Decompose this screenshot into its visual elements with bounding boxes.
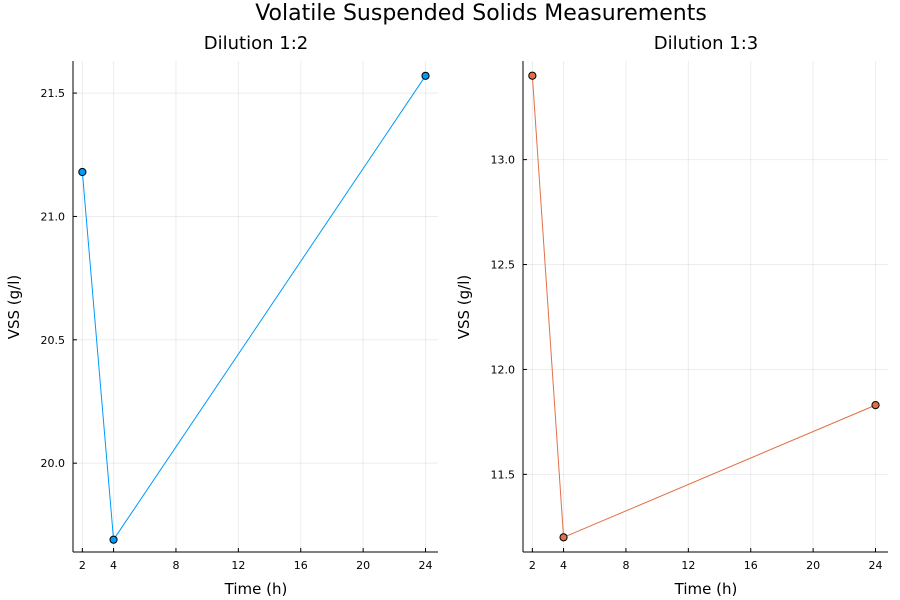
x-axis-label-right: Time (h): [674, 580, 738, 598]
data-point-right-2: [871, 401, 880, 410]
chart-title-right: Dilution 1:3: [654, 33, 758, 54]
x-tick-label-left-6: 24: [419, 559, 433, 572]
x-tick-label-right-6: 24: [869, 559, 883, 572]
axes-right: [522, 61, 888, 553]
x-tick-label-left-1: 4: [110, 559, 117, 572]
y-tick-label-right-2: 12.5: [491, 259, 516, 272]
series-left: [78, 71, 430, 544]
x-axis-label-left: Time (h): [224, 580, 288, 598]
y-tick-label-right-0: 11.5: [491, 468, 516, 481]
x-tick-label-right-1: 4: [560, 559, 567, 572]
y-tick-label-right-1: 12.0: [491, 363, 516, 376]
data-point-right-0: [528, 71, 537, 80]
x-tick-label-right-0: 2: [529, 559, 536, 572]
y-tick-label-left-0: 20.0: [41, 457, 66, 470]
figure-title: Volatile Suspended Solids Measurements: [255, 1, 707, 26]
x-tick-label-right-5: 20: [806, 559, 820, 572]
y-tick-label-right-3: 13.0: [491, 154, 516, 167]
x-tick-label-right-3: 12: [681, 559, 695, 572]
x-tick-label-left-3: 12: [231, 559, 245, 572]
y-axis-label-left: VSS (g/l): [5, 275, 23, 340]
chart-panel-right: Dilution 1:3 2 4 8 12 16 20 2411.512.012.513.0…: [455, 33, 888, 598]
x-tick-label-right-4: 16: [744, 559, 758, 572]
x-tick-label-left-0: 2: [79, 559, 86, 572]
series-line-right-0: [531, 75, 876, 539]
data-point-left-0: [78, 167, 87, 177]
y-tick-label-left-1: 20.5: [41, 334, 66, 347]
y-tick-label-left-2: 21.0: [41, 210, 66, 223]
grid-left: [73, 61, 438, 552]
series-line-left-0: [81, 75, 426, 542]
y-tick-label-left-3: 21.5: [41, 87, 66, 100]
data-point-left-2: [421, 71, 430, 80]
chart-title-left: Dilution 1:2: [204, 33, 308, 54]
x-tick-label-left-4: 16: [294, 559, 308, 572]
chart-panel-left: Dilution 1:2 2 4 8 12 16 20 2420.020.521.021.5…: [5, 33, 438, 598]
y-axis-label-right: VSS (g/l): [455, 275, 473, 340]
x-tick-label-right-2: 8: [622, 559, 629, 572]
x-tick-label-left-5: 20: [356, 559, 370, 572]
axes-left: [72, 61, 438, 553]
series-right: [528, 71, 880, 542]
grid-right: [523, 61, 888, 552]
data-point-left-1: [109, 535, 118, 544]
x-tick-label-left-2: 8: [172, 559, 179, 572]
data-point-right-1: [559, 533, 568, 542]
